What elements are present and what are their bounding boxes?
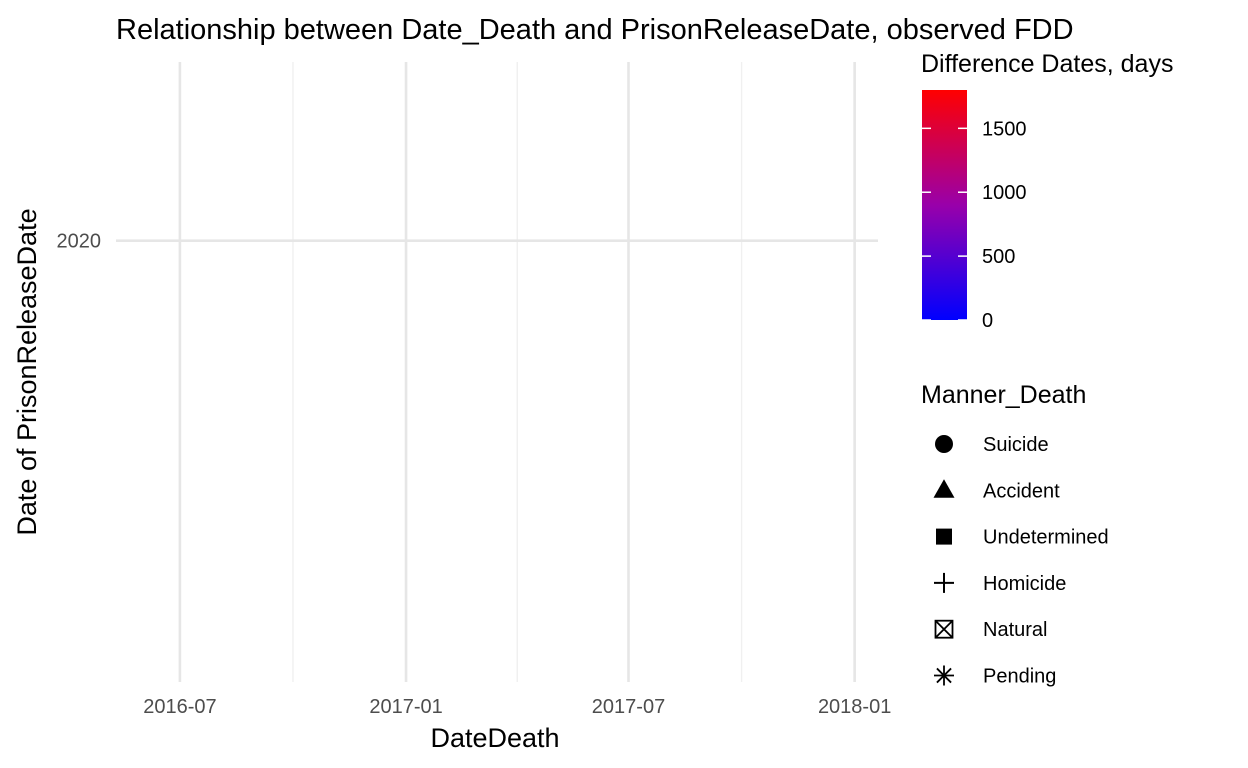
- shape-legend-label: Undetermined: [983, 527, 1109, 549]
- colorbar-tick-label: 1500: [982, 118, 1027, 140]
- y-axis-title: Date of PrisonReleaseDate: [12, 208, 42, 535]
- suicide-shape-icon: [935, 435, 953, 453]
- colorbar-tick-label: 0: [982, 310, 993, 332]
- undetermined-shape-icon: [936, 528, 952, 545]
- shape-legend-title: Manner_Death: [921, 381, 1086, 409]
- x-axis-title: DateDeath: [430, 723, 559, 753]
- shape-legend-label: Natural: [983, 619, 1047, 641]
- x-tick-label: 2017-01: [369, 696, 442, 718]
- x-tick-label: 2017-07: [592, 696, 665, 718]
- shape-legend-label: Accident: [983, 480, 1060, 502]
- colorbar-tick-label: 1000: [982, 182, 1027, 204]
- pending-shape-icon: [934, 665, 954, 686]
- grid: [116, 62, 878, 682]
- homicide-shape-icon: [934, 572, 954, 593]
- color-legend-title: Difference Dates, days: [921, 50, 1173, 78]
- chart-title: Relationship between Date_Death and Pris…: [116, 14, 1074, 46]
- colorbar-tick-label: 500: [982, 246, 1015, 268]
- x-tick-label: 2016-07: [143, 696, 216, 718]
- natural-shape-icon: [934, 619, 954, 639]
- shape-legend-label: Homicide: [983, 573, 1066, 595]
- accident-shape-icon: [933, 479, 955, 498]
- shape-legend: Manner_Death Suicide Accident Undetermined…: [921, 381, 1109, 688]
- x-tick-label: 2018-01: [818, 696, 891, 718]
- shape-legend-label: Pending: [983, 666, 1056, 688]
- y-tick-label: 2020: [57, 231, 102, 253]
- axis-ticks: 2016-07 2017-01 2017-07 2018-01 2020: [57, 231, 892, 718]
- colorbar: [922, 90, 967, 320]
- color-legend: Difference Dates, days 0 500 1000 1500: [921, 50, 1173, 332]
- shape-legend-label: Suicide: [983, 434, 1049, 456]
